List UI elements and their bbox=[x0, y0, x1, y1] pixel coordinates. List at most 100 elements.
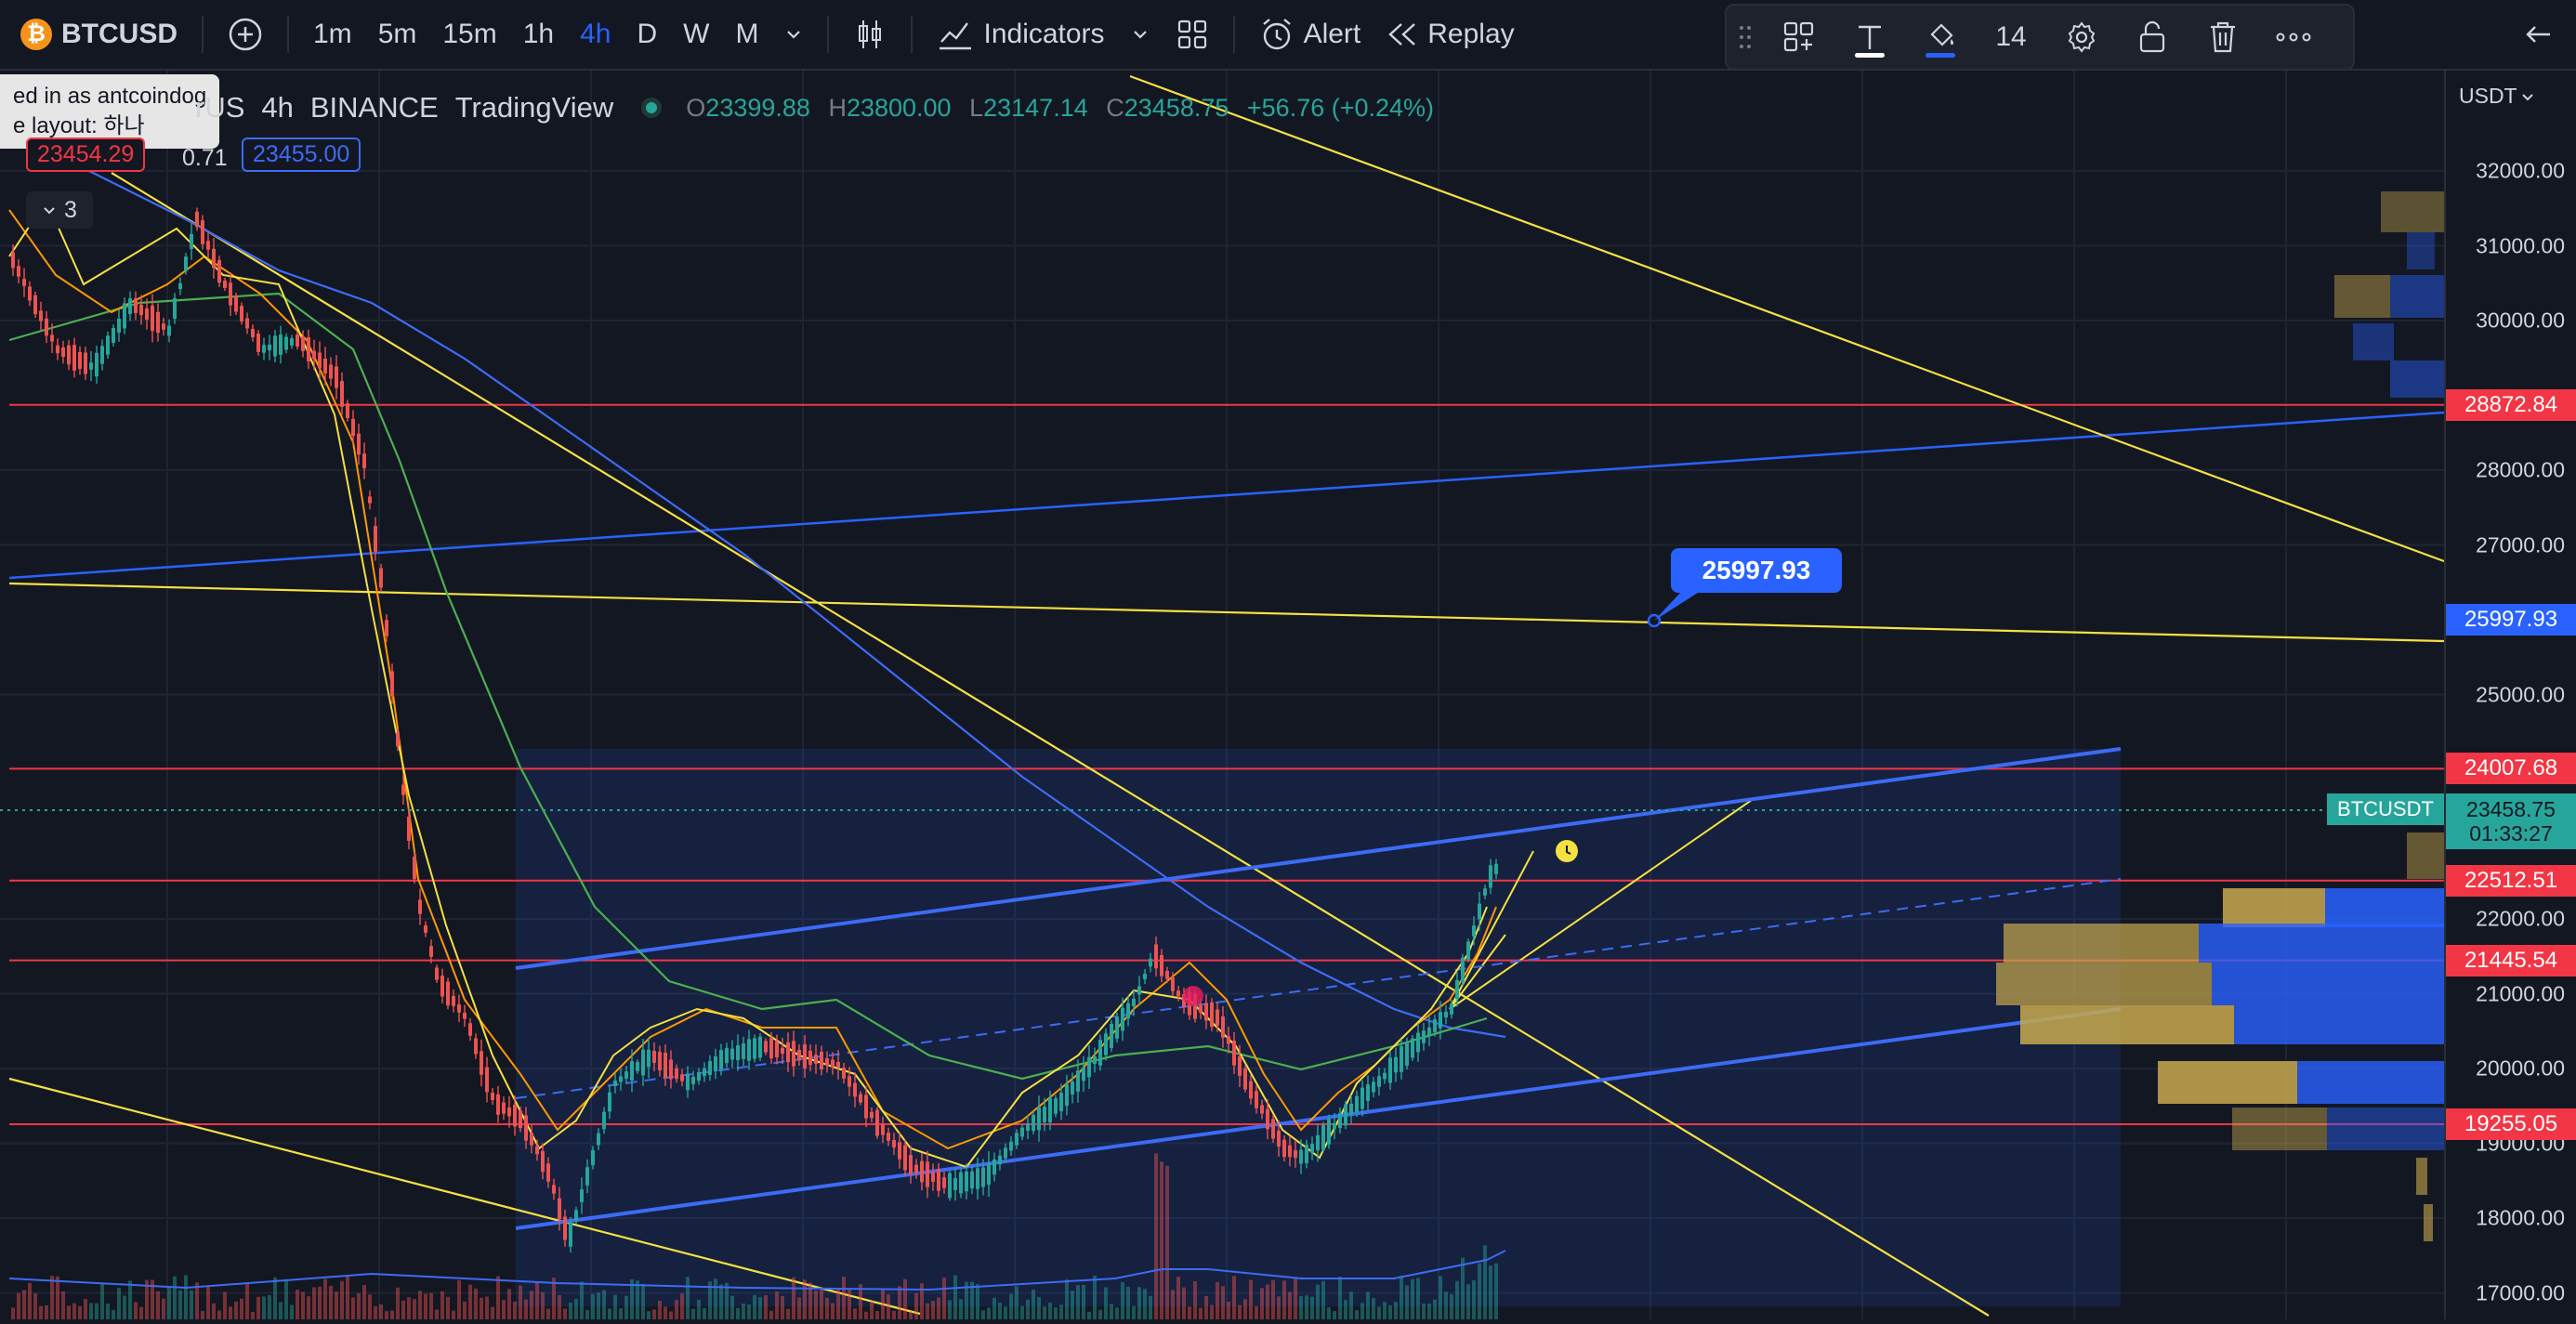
volume-bar bbox=[513, 1301, 517, 1319]
volume-bar bbox=[1160, 1161, 1163, 1319]
volume-bar bbox=[630, 1279, 634, 1319]
settings-button[interactable] bbox=[2046, 6, 2117, 69]
volume-bar bbox=[658, 1301, 662, 1319]
volume-bar bbox=[842, 1277, 846, 1319]
candle-body bbox=[708, 1060, 712, 1076]
volume-bar bbox=[223, 1291, 227, 1319]
tooltip-line-2: e layout: 하나 bbox=[13, 113, 145, 138]
volume-bar bbox=[892, 1310, 896, 1319]
candle-body bbox=[1020, 1127, 1024, 1137]
currency-label: USDT bbox=[2459, 84, 2517, 108]
volume-bar bbox=[875, 1311, 879, 1319]
candle-body bbox=[134, 298, 138, 313]
volume-bar bbox=[909, 1311, 913, 1319]
candle-body bbox=[206, 241, 210, 250]
price-tick-label: 32000.00 bbox=[2476, 158, 2565, 183]
lock-button[interactable] bbox=[2117, 6, 2188, 69]
candle-body bbox=[95, 352, 99, 377]
indicators-collapse-button[interactable]: 3 bbox=[26, 191, 93, 229]
volume-bar bbox=[318, 1286, 322, 1319]
candle-body bbox=[17, 266, 20, 277]
candle-body bbox=[1266, 1108, 1269, 1130]
candle-body bbox=[1199, 1005, 1203, 1013]
volume-bar bbox=[357, 1292, 361, 1319]
drag-handle[interactable] bbox=[1727, 6, 1764, 69]
indicators-dropdown[interactable] bbox=[1118, 0, 1163, 69]
chart-type-button[interactable] bbox=[840, 0, 900, 69]
volume-bar bbox=[368, 1294, 372, 1319]
volume-bar bbox=[262, 1296, 266, 1319]
volume-bar bbox=[1188, 1306, 1191, 1319]
volume-bar bbox=[335, 1291, 338, 1319]
undo-button[interactable] bbox=[2509, 0, 2567, 69]
interval-4h[interactable]: 4h bbox=[580, 19, 611, 49]
volume-bar bbox=[1316, 1284, 1320, 1319]
text-color-button[interactable] bbox=[1834, 6, 1905, 69]
alert-button[interactable]: Alert bbox=[1246, 0, 1374, 69]
volume-bar bbox=[67, 1305, 71, 1319]
volume-bar bbox=[11, 1307, 15, 1319]
candle-body bbox=[362, 453, 366, 468]
candle-body bbox=[1294, 1149, 1297, 1159]
chart-canvas[interactable] bbox=[0, 71, 2445, 1319]
interval-m[interactable]: M bbox=[735, 19, 759, 49]
layouts-button[interactable] bbox=[1163, 0, 1222, 69]
line-width-value[interactable]: 14 bbox=[1995, 21, 2027, 52]
unlock-icon bbox=[2139, 20, 2165, 53]
candle-body bbox=[1054, 1098, 1058, 1114]
volume-bar bbox=[519, 1285, 522, 1319]
interval-dropdown[interactable] bbox=[771, 0, 816, 69]
price-callout[interactable]: 25997.93 bbox=[1671, 548, 1842, 593]
volume-bar bbox=[84, 1298, 87, 1319]
interval-w[interactable]: W bbox=[683, 19, 710, 49]
candle-body bbox=[1182, 994, 1186, 1007]
volume-bar bbox=[401, 1300, 405, 1319]
fill-color-button[interactable] bbox=[1905, 6, 1976, 69]
candle-body bbox=[558, 1198, 561, 1220]
candle-body bbox=[574, 1210, 578, 1221]
candle-body bbox=[1422, 1030, 1426, 1043]
volume-bar bbox=[546, 1308, 550, 1319]
candle-body bbox=[1082, 1067, 1085, 1081]
template-button[interactable] bbox=[1764, 6, 1834, 69]
compare-add-button[interactable] bbox=[215, 0, 276, 69]
volume-bar bbox=[1065, 1279, 1069, 1319]
replay-button[interactable]: Replay bbox=[1373, 0, 1527, 69]
volume-bar bbox=[256, 1296, 260, 1319]
indicators-button[interactable]: Indicators bbox=[924, 0, 1117, 69]
legend-symbol[interactable]: rUS bbox=[195, 91, 245, 124]
interval-15m[interactable]: 15m bbox=[442, 19, 497, 49]
spread-value: 0.71 bbox=[182, 145, 228, 171]
volume-bar bbox=[1076, 1285, 1080, 1319]
volume-bar bbox=[664, 1306, 667, 1319]
volume-bar bbox=[452, 1310, 455, 1319]
volume-bar bbox=[112, 1310, 115, 1319]
volume-bar bbox=[1249, 1279, 1253, 1319]
volume-bar bbox=[669, 1311, 673, 1319]
interval-1h[interactable]: 1h bbox=[522, 19, 555, 49]
candle-body bbox=[106, 335, 110, 355]
ask-price-box[interactable]: 23455.00 bbox=[242, 138, 361, 172]
interval-d[interactable]: D bbox=[637, 19, 658, 49]
volume-bar bbox=[1388, 1304, 1392, 1319]
volume-bar bbox=[613, 1294, 617, 1319]
candle-body bbox=[1204, 1003, 1208, 1021]
chart-pane[interactable] bbox=[0, 71, 2445, 1319]
volume-bar bbox=[28, 1282, 32, 1319]
currency-selector[interactable]: USDT bbox=[2459, 84, 2534, 109]
more-button[interactable] bbox=[2258, 6, 2329, 69]
symbol-search[interactable]: ₿ BTCUSD bbox=[0, 0, 191, 69]
interval-5m[interactable]: 5m bbox=[377, 19, 417, 49]
candle-body bbox=[647, 1049, 651, 1068]
bid-price-box[interactable]: 23454.29 bbox=[26, 138, 146, 172]
volume-bar bbox=[1037, 1296, 1041, 1319]
candle-body bbox=[1372, 1081, 1375, 1093]
volume-bar bbox=[45, 1304, 48, 1319]
delete-button[interactable] bbox=[2188, 6, 2258, 69]
candle-body bbox=[725, 1047, 729, 1064]
volume-bar bbox=[1054, 1307, 1058, 1319]
interval-1m[interactable]: 1m bbox=[313, 19, 352, 49]
volume-bar bbox=[948, 1300, 952, 1319]
candle-body bbox=[112, 328, 115, 343]
volume-bar bbox=[502, 1300, 506, 1319]
